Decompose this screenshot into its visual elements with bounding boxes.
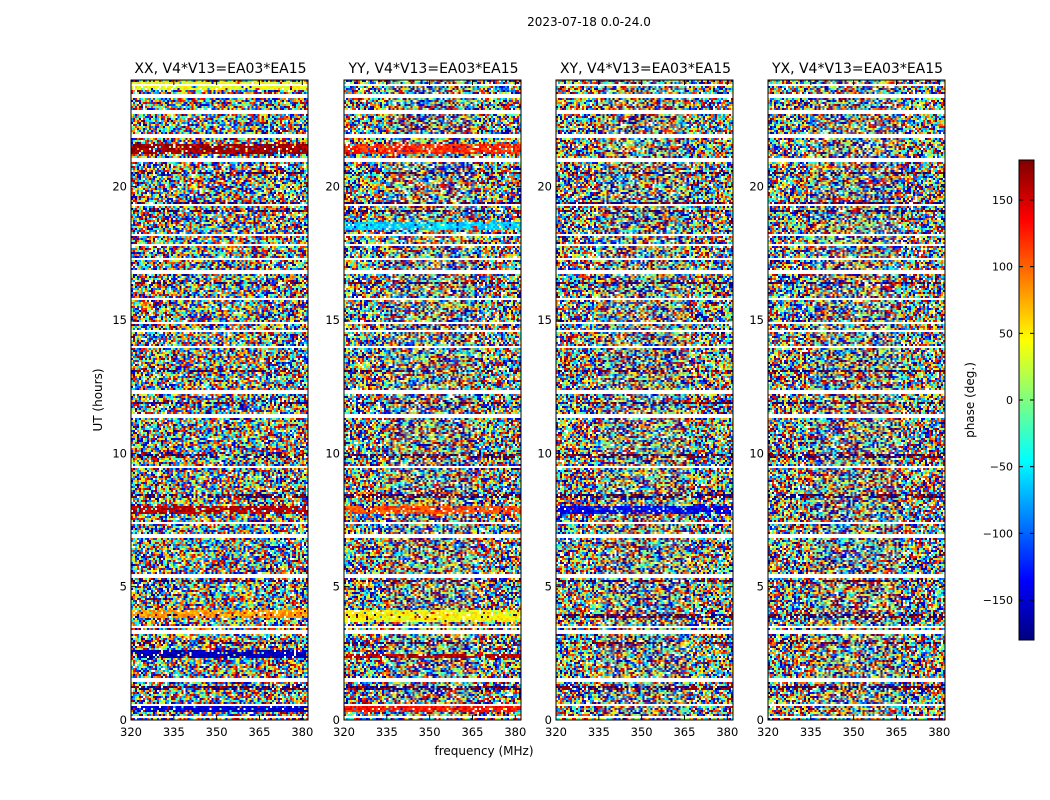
panel-frame bbox=[767, 79, 946, 721]
y-tick-label: 20 bbox=[112, 180, 127, 194]
phase-heatmap bbox=[768, 80, 945, 720]
colorbar-tick-label: 0 bbox=[1006, 394, 1013, 407]
colorbar-tick-label: 100 bbox=[992, 261, 1013, 274]
colorbar-label: phase (deg.) bbox=[963, 362, 977, 438]
y-tick-label: 20 bbox=[537, 180, 552, 194]
y-axis-label: UT (hours) bbox=[91, 368, 105, 431]
x-tick-label: 365 bbox=[885, 725, 907, 739]
x-tick-label: 350 bbox=[206, 725, 228, 739]
y-tick-label: 10 bbox=[112, 446, 127, 460]
panel-title: YY, V4*V13=EA03*EA15 bbox=[347, 61, 518, 77]
y-tick-label: 0 bbox=[545, 713, 552, 727]
panel-title: YX, V4*V13=EA03*EA15 bbox=[771, 61, 943, 77]
x-tick-label: 365 bbox=[461, 725, 483, 739]
y-tick-label: 15 bbox=[749, 313, 764, 327]
x-tick-label: 335 bbox=[376, 725, 398, 739]
y-tick-label: 20 bbox=[749, 180, 764, 194]
x-tick-label: 320 bbox=[757, 725, 779, 739]
colorbar-tick-label: 50 bbox=[999, 327, 1013, 340]
colorbar-tick-label: −150 bbox=[983, 594, 1013, 607]
panel-frame bbox=[343, 79, 522, 721]
x-tick-label: 380 bbox=[928, 725, 950, 739]
x-tick-label: 350 bbox=[631, 725, 653, 739]
y-tick-label: 0 bbox=[333, 713, 340, 727]
x-tick-label: 335 bbox=[588, 725, 610, 739]
phase-heatmap bbox=[344, 80, 521, 720]
x-tick-label: 380 bbox=[716, 725, 738, 739]
x-tick-label: 350 bbox=[843, 725, 865, 739]
panel-frame bbox=[555, 79, 734, 721]
panel-2: YY, V4*V13=EA03*EA15 320 335 350 365 380 0 5 10 1… bbox=[325, 61, 526, 739]
y-tick-label: 5 bbox=[545, 580, 552, 594]
y-tick-label: 15 bbox=[537, 313, 552, 327]
panel-4: YX, V4*V13=EA03*EA15 320 335 350 365 380 0 5 10 1… bbox=[749, 61, 950, 739]
colorbar-tick-label: 150 bbox=[992, 194, 1013, 207]
panel-frame bbox=[130, 79, 309, 721]
x-tick-label: 335 bbox=[800, 725, 822, 739]
y-tick-label: 0 bbox=[120, 713, 127, 727]
phase-heatmap bbox=[556, 80, 733, 720]
y-tick-label: 0 bbox=[757, 713, 764, 727]
x-tick-label: 365 bbox=[248, 725, 270, 739]
phase-heatmap bbox=[131, 80, 308, 720]
panel-1: XX, V4*V13=EA03*EA15 320 335 350 365 380 0 5 10 1… bbox=[112, 61, 313, 739]
x-tick-label: 320 bbox=[545, 725, 567, 739]
y-tick-label: 15 bbox=[112, 313, 127, 327]
y-tick-label: 20 bbox=[325, 180, 340, 194]
x-tick-label: 320 bbox=[333, 725, 355, 739]
panels: XX, V4*V13=EA03*EA15 320 335 350 365 380 0 5 10 1… bbox=[112, 61, 950, 739]
colorbar-tick-label: −100 bbox=[983, 527, 1013, 540]
y-tick-label: 5 bbox=[120, 580, 127, 594]
panel-3: XY, V4*V13=EA03*EA15 320 335 350 365 380 0 5 10 1… bbox=[537, 61, 738, 739]
y-tick-label: 10 bbox=[749, 446, 764, 460]
colorbar: −150 −100 −50 0 50 100 150 phase (deg.) bbox=[963, 159, 1035, 641]
colorbar-tick-label: −50 bbox=[990, 461, 1013, 474]
y-tick-label: 5 bbox=[333, 580, 340, 594]
colorbar-ticks: −150 −100 −50 0 50 100 150 bbox=[983, 194, 1034, 607]
x-tick-label: 380 bbox=[291, 725, 313, 739]
figure-suptitle: 2023-07-18 0.0-24.0 bbox=[527, 15, 651, 29]
x-tick-label: 380 bbox=[504, 725, 526, 739]
y-tick-label: 5 bbox=[757, 580, 764, 594]
x-tick-label: 320 bbox=[120, 725, 142, 739]
x-tick-label: 365 bbox=[673, 725, 695, 739]
x-tick-label: 335 bbox=[163, 725, 185, 739]
x-tick-label: 350 bbox=[419, 725, 441, 739]
x-axis-label: frequency (MHz) bbox=[434, 744, 533, 758]
y-tick-label: 10 bbox=[325, 446, 340, 460]
panel-title: XY, V4*V13=EA03*EA15 bbox=[560, 61, 731, 77]
panel-title: XX, V4*V13=EA03*EA15 bbox=[134, 61, 306, 77]
y-tick-label: 15 bbox=[325, 313, 340, 327]
y-tick-label: 10 bbox=[537, 446, 552, 460]
